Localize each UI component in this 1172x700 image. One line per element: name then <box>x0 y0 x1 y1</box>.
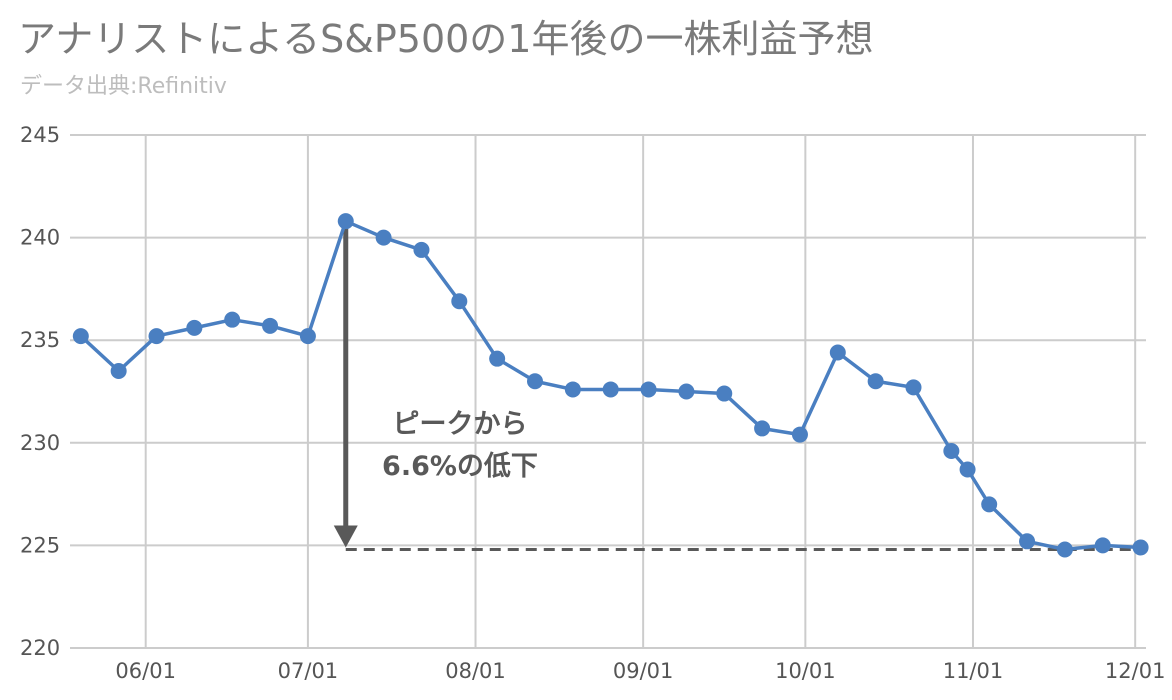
data-point <box>72 328 89 345</box>
y-tick-label: 245 <box>20 123 60 147</box>
data-point <box>527 373 544 390</box>
data-point <box>110 362 127 379</box>
data-point <box>981 496 998 513</box>
data-point <box>791 426 808 443</box>
data-point <box>716 385 733 402</box>
x-tick-label: 09/01 <box>613 659 674 683</box>
data-point <box>602 381 619 398</box>
data-point <box>262 317 279 334</box>
data-point <box>224 311 241 328</box>
data-point <box>489 350 506 367</box>
data-point <box>640 381 657 398</box>
data-point <box>754 420 771 437</box>
annotation-text: 6.6%の低下 <box>382 451 538 482</box>
data-point <box>829 344 846 361</box>
data-point <box>1056 541 1073 558</box>
data-point <box>678 383 695 400</box>
data-point <box>186 319 203 336</box>
x-tick-label: 08/01 <box>445 659 506 683</box>
data-point <box>337 213 354 230</box>
y-tick-label: 225 <box>20 533 60 557</box>
y-tick-label: 240 <box>20 226 60 250</box>
y-tick-label: 230 <box>20 431 60 455</box>
data-point <box>375 229 392 246</box>
x-tick-label: 11/01 <box>943 659 1004 683</box>
annotation-arrow-head <box>333 525 358 548</box>
data-point <box>959 461 976 478</box>
x-tick-label: 10/01 <box>775 659 836 683</box>
chart-subtitle: データ出典:Refinitiv <box>20 74 227 99</box>
data-point <box>451 293 468 310</box>
data-point <box>1132 539 1149 556</box>
data-point <box>1019 533 1036 550</box>
x-tick-label: 12/01 <box>1105 659 1166 683</box>
y-tick-label: 235 <box>20 328 60 352</box>
data-point <box>1094 537 1111 554</box>
data-point <box>148 328 165 345</box>
data-point <box>299 328 316 345</box>
data-point <box>905 379 922 396</box>
data-point <box>943 443 960 460</box>
data-point <box>867 373 884 390</box>
data-point <box>564 381 581 398</box>
annotation-text: ピークから <box>393 409 528 440</box>
data-point <box>413 241 430 258</box>
chart-title: アナリストによるS&P500の1年後の一株利益予想 <box>18 17 874 61</box>
x-tick-label: 07/01 <box>278 659 339 683</box>
y-tick-label: 220 <box>20 636 60 660</box>
x-tick-label: 06/01 <box>115 659 176 683</box>
